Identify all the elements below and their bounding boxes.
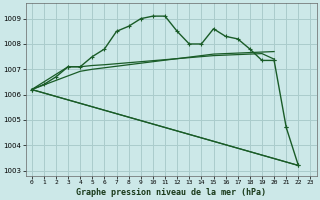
X-axis label: Graphe pression niveau de la mer (hPa): Graphe pression niveau de la mer (hPa)	[76, 188, 266, 197]
